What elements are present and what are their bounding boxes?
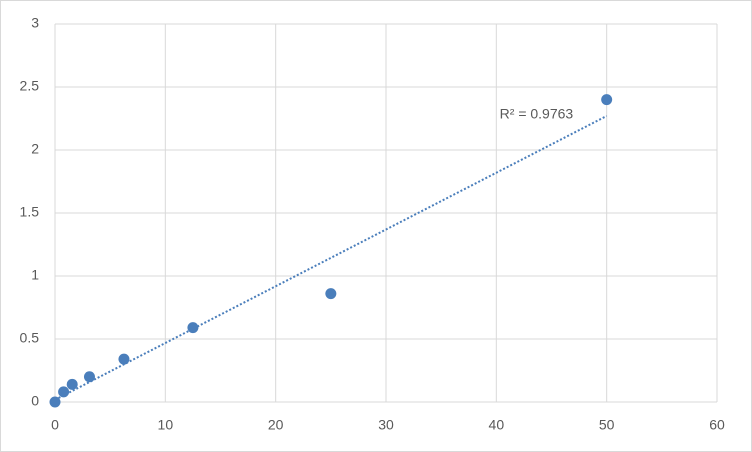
- trendline: [54, 115, 608, 401]
- point: [118, 353, 130, 365]
- y-tick-label: 2.5: [20, 78, 40, 94]
- x-tick-label: 50: [599, 417, 615, 433]
- point: [83, 371, 95, 383]
- x-tick-label: 40: [489, 417, 505, 433]
- point: [49, 396, 61, 408]
- point: [66, 378, 78, 390]
- point: [601, 94, 613, 106]
- x-tick-label: 0: [51, 417, 59, 433]
- y-tick-label: 0.5: [20, 330, 40, 346]
- point: [58, 386, 70, 398]
- y-tick-label: 1.5: [20, 204, 40, 220]
- y-tick-label: 3: [31, 15, 39, 31]
- trendline-label: R² = 0.9763: [500, 106, 574, 122]
- y-tick-label: 2: [31, 141, 39, 157]
- point: [325, 288, 337, 300]
- point: [187, 322, 199, 334]
- y-tick-label: 0: [31, 393, 39, 409]
- x-tick-label: 60: [709, 417, 725, 433]
- y-tick-label: 1: [31, 267, 39, 283]
- x-tick-label: 10: [158, 417, 174, 433]
- x-tick-label: 20: [268, 417, 284, 433]
- x-tick-label: 30: [378, 417, 394, 433]
